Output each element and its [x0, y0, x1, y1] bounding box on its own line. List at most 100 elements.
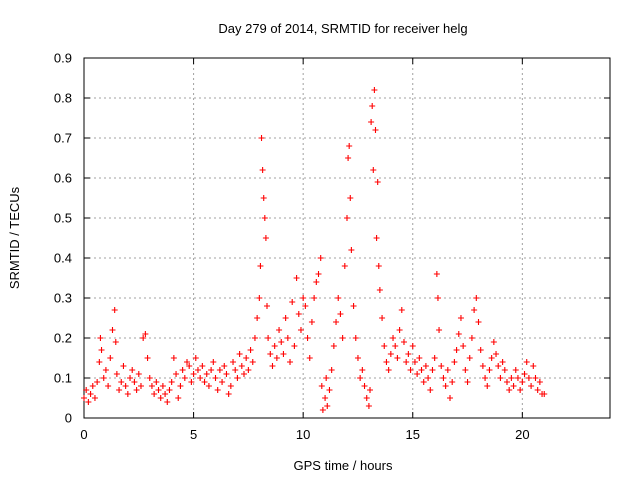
data-point	[330, 343, 337, 349]
data-point	[291, 343, 298, 349]
data-point	[124, 391, 131, 397]
data-point	[269, 363, 276, 369]
data-point	[184, 359, 191, 365]
data-point	[315, 271, 322, 277]
y-tick-label: 0.4	[54, 251, 72, 266]
data-point	[521, 371, 528, 377]
data-point	[335, 295, 342, 301]
data-point	[232, 367, 239, 373]
data-point	[97, 335, 104, 341]
data-point	[199, 363, 206, 369]
data-point	[259, 167, 266, 173]
data-point	[278, 339, 285, 345]
data-point	[383, 359, 390, 365]
data-point	[352, 335, 359, 341]
data-point	[129, 367, 136, 373]
data-point	[361, 383, 368, 389]
data-point	[168, 379, 175, 385]
data-point	[488, 355, 495, 361]
data-point	[374, 179, 381, 185]
data-point	[192, 355, 199, 361]
data-point	[323, 375, 330, 381]
data-point	[473, 295, 480, 301]
data-point	[197, 375, 204, 381]
data-point	[113, 371, 120, 377]
y-tick-label: 0.8	[54, 91, 72, 106]
data-point	[462, 367, 469, 373]
data-point	[297, 327, 304, 333]
data-point	[444, 367, 451, 373]
data-points	[81, 87, 548, 413]
data-point	[497, 375, 504, 381]
data-point	[457, 315, 464, 321]
data-point	[221, 363, 228, 369]
data-point	[326, 387, 333, 393]
data-point	[460, 343, 467, 349]
data-point	[486, 367, 493, 373]
data-point	[438, 363, 445, 369]
data-point	[177, 383, 184, 389]
data-point	[243, 355, 250, 361]
data-point	[94, 379, 101, 385]
data-point	[131, 379, 138, 385]
data-point	[295, 311, 302, 317]
data-point	[203, 371, 210, 377]
data-point	[398, 307, 405, 313]
data-point	[271, 343, 278, 349]
data-point	[109, 327, 116, 333]
data-point	[83, 387, 90, 393]
data-point	[133, 387, 140, 393]
data-point	[370, 167, 377, 173]
data-point	[267, 351, 274, 357]
data-point	[317, 255, 324, 261]
data-point	[194, 367, 201, 373]
y-tick-label: 0.2	[54, 331, 72, 346]
x-tick-label: 0	[80, 427, 87, 442]
data-point	[392, 343, 399, 349]
data-point	[179, 367, 186, 373]
data-point	[440, 375, 447, 381]
data-point	[118, 379, 125, 385]
data-point	[98, 347, 105, 353]
data-point	[87, 391, 94, 397]
data-point	[468, 335, 475, 341]
data-point	[373, 235, 380, 241]
data-point	[151, 391, 158, 397]
data-point	[265, 335, 272, 341]
data-point	[368, 119, 375, 125]
data-point	[258, 135, 265, 141]
data-point	[210, 359, 217, 365]
data-point	[363, 395, 370, 401]
data-point	[201, 379, 208, 385]
axis-ticks: 0 5 10 15 20 0 0.1 0.2 0.3 0.4 0.5 0.6 0.7 0.8 0.9	[54, 51, 610, 442]
data-point	[405, 351, 412, 357]
data-point	[365, 403, 372, 409]
data-point	[186, 363, 193, 369]
data-point	[284, 335, 291, 341]
data-point	[422, 363, 429, 369]
data-point	[394, 355, 401, 361]
data-point	[251, 335, 258, 341]
data-point	[319, 407, 326, 413]
data-point	[396, 327, 403, 333]
data-point	[455, 331, 462, 337]
data-point	[225, 391, 232, 397]
data-point	[519, 379, 526, 385]
data-point	[385, 367, 392, 373]
data-point	[261, 215, 268, 221]
data-point	[238, 363, 245, 369]
data-point	[146, 375, 153, 381]
data-point	[107, 355, 114, 361]
data-point	[254, 315, 261, 321]
data-point	[490, 339, 497, 345]
data-point	[240, 371, 247, 377]
data-point	[100, 375, 107, 381]
data-point	[313, 279, 320, 285]
data-point	[223, 371, 230, 377]
y-tick-label: 0.3	[54, 291, 72, 306]
data-point	[425, 375, 432, 381]
data-point	[371, 87, 378, 93]
data-point	[137, 383, 144, 389]
data-point	[367, 387, 374, 393]
data-point	[372, 127, 379, 133]
